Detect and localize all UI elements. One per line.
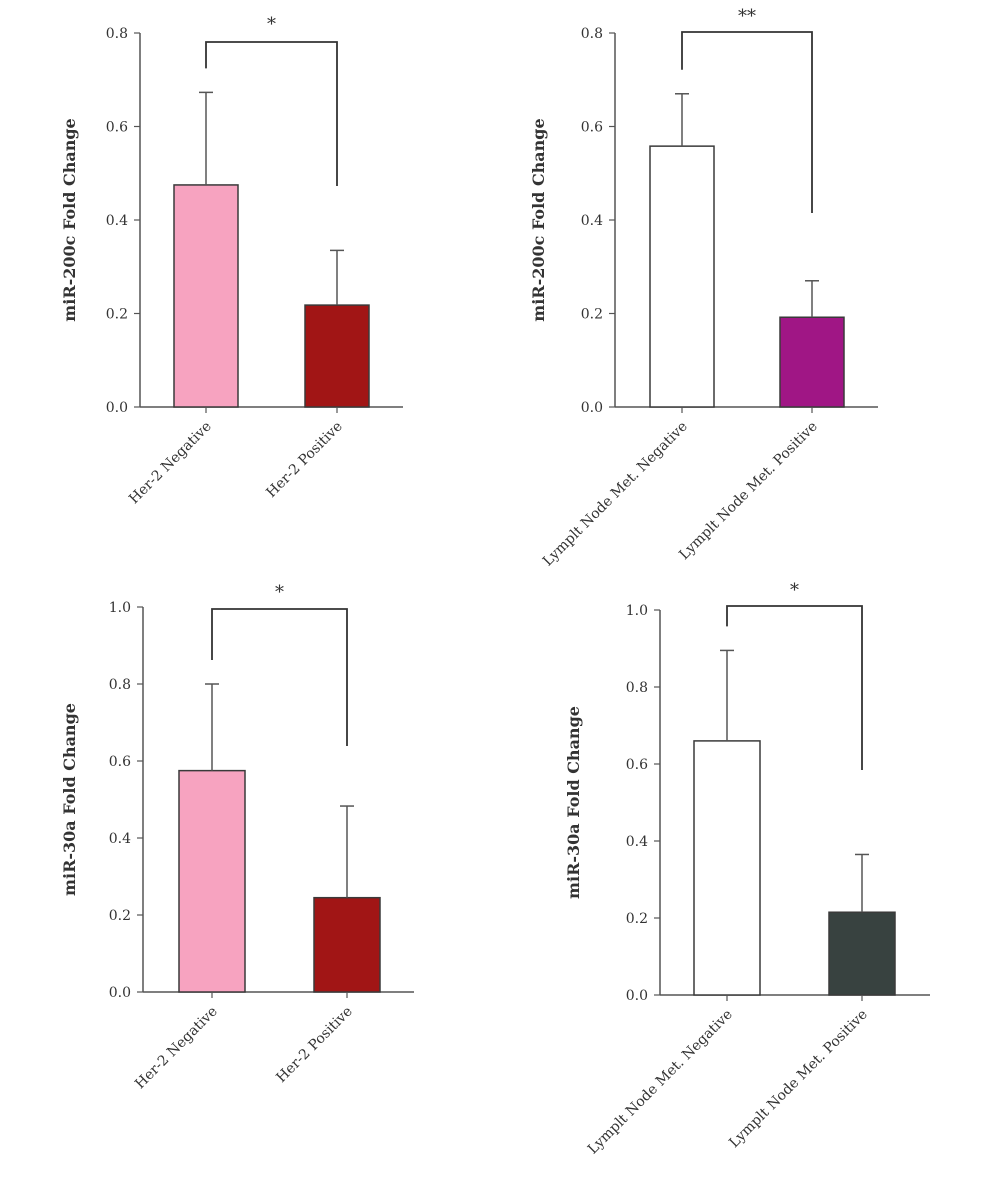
chart-panel-3: 0.0 0.2 0.4 0.6 0.8 1.0 miR-30a Fold Change Her… (60, 582, 414, 1092)
y-tick-label: 0.2 (106, 307, 128, 323)
bar (304, 304, 370, 408)
bar (693, 740, 761, 996)
y-tick-label: 0.6 (581, 120, 603, 136)
significance-marker: * (275, 582, 284, 603)
y-tick-label: 0.8 (106, 26, 128, 42)
y-tick-label: 0.0 (106, 400, 128, 416)
bar (173, 184, 239, 408)
y-tick-label: 0.0 (109, 985, 131, 1001)
y-tick-label: 0.4 (626, 834, 648, 850)
y-tick-label: 0.6 (106, 120, 128, 136)
y-axis-label: miR-200c Fold Change (60, 118, 79, 321)
significance-bracket (726, 605, 863, 770)
y-tick-label: 0.0 (581, 400, 603, 416)
bar (178, 769, 246, 993)
significance-marker: ** (738, 6, 756, 27)
y-tick-label: 0.6 (109, 754, 131, 770)
y-tick-label: 0.2 (626, 911, 648, 927)
y-tick-label: 0.2 (581, 307, 603, 323)
x-category-label: Her-2 Negative (126, 419, 215, 508)
significance-bracket (681, 31, 813, 213)
x-category-label: Lymplt Node Met. Positive (726, 1007, 871, 1152)
bar (313, 896, 381, 993)
y-tick-label: 0.6 (626, 757, 648, 773)
chart-panel-4: 0.0 0.2 0.4 0.6 0.8 1.0 miR-30a Fold Change Lym… (564, 580, 930, 1157)
y-tick-label: 1.0 (109, 600, 131, 616)
x-category-label: Her-2 Negative (132, 1004, 221, 1093)
y-tick-label: 0.4 (109, 831, 131, 847)
x-category-label: Lymplt Node Met. Positive (676, 419, 821, 564)
x-category-label: Lymplt Node Met. Negative (585, 1007, 736, 1158)
y-axis-label: miR-30a Fold Change (60, 703, 79, 896)
x-category-label: Lymplt Node Met. Negative (540, 419, 691, 570)
y-tick-label: 1.0 (626, 603, 648, 619)
y-tick-label: 0.4 (581, 213, 603, 229)
bar (649, 145, 715, 408)
chart-panel-2: 0.0 0.2 0.4 0.6 0.8 miR-200c Fold Change Lympl… (529, 6, 878, 569)
x-category-label: Her-2 Positive (263, 419, 345, 501)
y-tick-label: 0.8 (581, 26, 603, 42)
y-tick-label: 0.2 (109, 908, 131, 924)
significance-bracket (205, 41, 338, 186)
bar (828, 911, 896, 996)
bar (779, 316, 845, 408)
x-category-label: Her-2 Positive (273, 1004, 355, 1086)
y-axis-label: miR-200c Fold Change (529, 118, 548, 321)
y-tick-label: 0.8 (626, 680, 648, 696)
y-tick-label: 0.4 (106, 213, 128, 229)
significance-bracket (211, 608, 348, 746)
significance-marker: * (790, 580, 799, 601)
y-tick-label: 0.0 (626, 988, 648, 1004)
chart-panel-1: 0.0 0.2 0.4 0.6 0.8 miR-200c Fold Change Her-2… (60, 14, 403, 507)
significance-marker: * (267, 14, 276, 35)
y-axis-label: miR-30a Fold Change (564, 706, 583, 899)
y-tick-label: 0.8 (109, 677, 131, 693)
